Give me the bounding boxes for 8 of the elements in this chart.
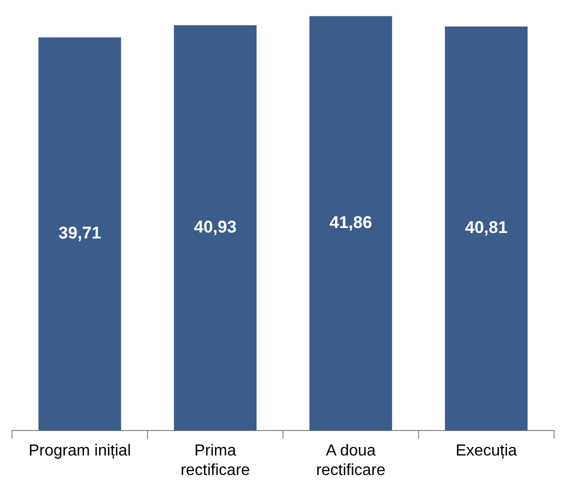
x-tick-label: Program inițial [28,442,131,460]
x-tick-label: Prima rectificare [180,442,250,479]
data-label: 41,86 [329,213,372,232]
data-label: 40,81 [464,218,508,238]
x-tick-label: Execuția [456,442,518,460]
data-label: 39,71 [58,224,102,243]
x-tick-label: A doua rectificare [316,442,386,479]
data-label: 40,93 [194,218,237,237]
